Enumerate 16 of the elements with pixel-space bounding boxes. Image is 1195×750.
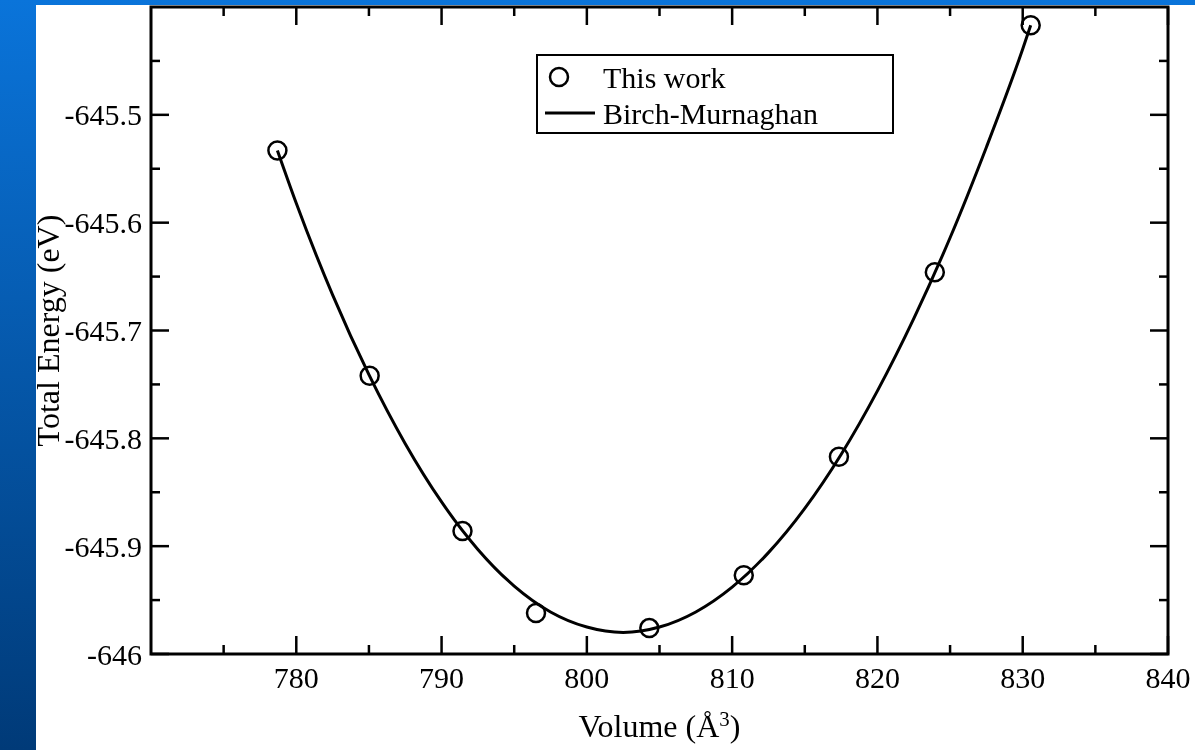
x-tick-label: 820 — [854, 661, 900, 694]
x-axis-title: Volume (Å$^{3}$) — [578, 706, 741, 744]
y-tick-label: -645.5 — [64, 98, 142, 132]
x-tick-label: 800 — [564, 661, 610, 694]
y-tick-label: -645.7 — [64, 314, 142, 347]
x-tick-label: 810 — [709, 661, 755, 694]
x-tick-label: 790 — [419, 661, 465, 694]
y-tick-label: -645.9 — [64, 529, 142, 563]
legend-label: Birch-Murnaghan — [603, 96, 818, 130]
y-tick-label: -645.6 — [64, 206, 142, 240]
x-tick-label: 830 — [1000, 661, 1046, 694]
legend-label: This work — [603, 60, 726, 94]
y-tick-label: -646 — [87, 637, 142, 671]
y-tick-label: -645.8 — [64, 421, 142, 455]
x-tick-label: 780 — [273, 661, 319, 694]
x-tick-label: 840 — [1145, 661, 1191, 694]
